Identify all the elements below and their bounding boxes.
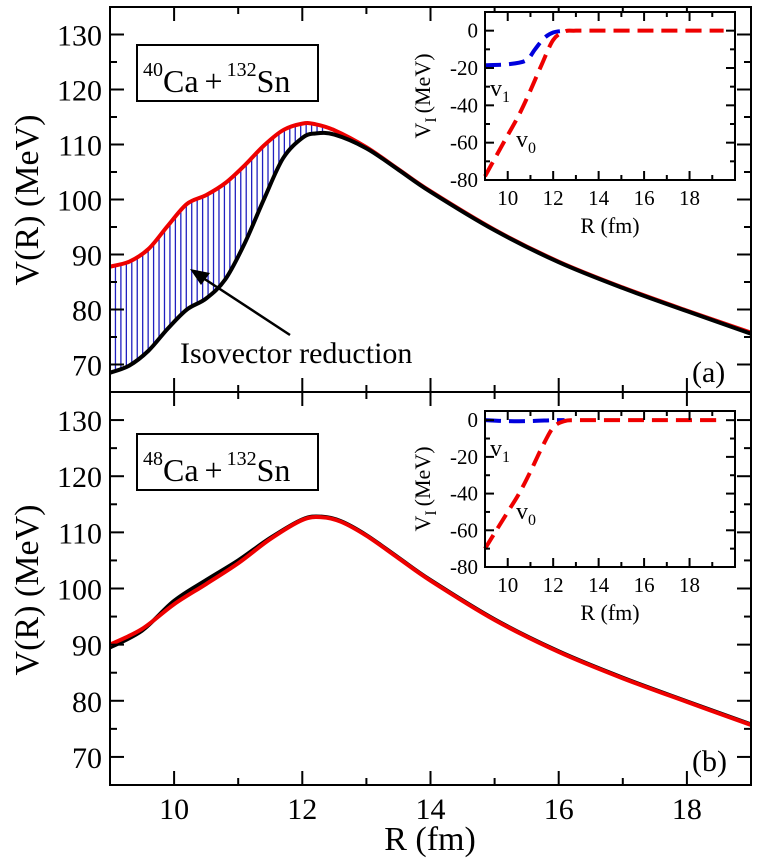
panel-b-xtick-label: 12 — [287, 793, 317, 826]
panel-b-inset-xtick-label: 10 — [497, 573, 518, 597]
panel-a-inset-xtick-label: 16 — [634, 186, 655, 210]
panel-a-inset-ytick-label: -80 — [450, 168, 478, 192]
panel-a-ytick-label: 70 — [72, 350, 102, 383]
panel-a-inset-xtick-label: 14 — [588, 186, 610, 210]
x-axis-label: R (fm) — [384, 821, 476, 858]
panel-b-inset-v1-line — [484, 418, 565, 424]
panel-b-inset-ticks: 0 -20 -40 -60 -80 10 12 14 16 18 — [450, 408, 736, 597]
panel-a-hatch-region — [109, 123, 324, 373]
panel-a-reaction-box — [136, 44, 319, 102]
panel-b-inset-label-v1: v1 — [490, 436, 510, 466]
panel-a-inset-ytick-label: -40 — [450, 93, 478, 117]
panel-b-reaction-label: 48Ca +132Sn — [143, 448, 290, 488]
panel-b-inset-ytick-label: -80 — [450, 555, 478, 579]
panel-a-ytick-label: 80 — [72, 295, 102, 328]
panel-b-ytick-label: 90 — [72, 630, 102, 663]
panel-a-inset-v1-line — [484, 28, 565, 68]
panel-b-ylabel: V(R) (MeV) — [9, 505, 46, 676]
panel-b-inset-ytick-label: 0 — [468, 408, 479, 432]
panel-b-label: (b) — [692, 745, 727, 778]
panel-a-inset-ylabel: VI(MeV) — [410, 53, 440, 138]
panel-b-inset-ylabel: VI(MeV) — [410, 446, 440, 531]
panel-a-ytick-label: 100 — [57, 185, 102, 218]
panel-b-inset-xlabel: R (fm) — [580, 600, 639, 625]
panel-a-inset: 0 -20 -40 -60 -80 10 12 14 16 18 R (fm) VI(MeV) v… — [410, 11, 736, 238]
panel-a-inset-ytick-label: -20 — [450, 56, 478, 80]
panel-b-inset-xtick-label: 16 — [634, 573, 655, 597]
panel-b-xtick-label: 16 — [544, 793, 574, 826]
panel-b-inset-ytick-label: -20 — [450, 445, 478, 469]
panel-a-inset-frame — [484, 11, 736, 181]
panel-a-inset-label-v0: v0 — [516, 127, 536, 157]
panel-b-inset-label-v0: v0 — [516, 499, 536, 529]
panel-a-ytick-label: 110 — [58, 130, 102, 163]
panel-b-ytick-label: 100 — [57, 574, 102, 607]
panel-b-ytick-label: 130 — [57, 405, 102, 438]
panel-b-xtick-label: 18 — [672, 793, 702, 826]
panel-b-xtick-label: 10 — [159, 793, 189, 826]
panel-b-ytick-label: 70 — [72, 742, 102, 775]
panel-b-ytick-label: 120 — [57, 461, 102, 494]
panel-b-inset-xtick-label: 18 — [679, 573, 700, 597]
panel-b-series-total-line — [109, 515, 752, 727]
panel-a-inset-ticks: 0 -20 -40 -60 -80 10 12 14 16 18 — [450, 11, 736, 210]
panel-a-series-isoscalar-line — [109, 130, 752, 375]
panel-a-inset-xtick-label: 12 — [543, 186, 564, 210]
panel-b-inset: 0 -20 -40 -60 -80 10 12 14 16 18 R (fm) VI(MeV) v… — [410, 408, 736, 625]
panel-a-inset-ytick-label: 0 — [468, 19, 479, 43]
panel-a-inset-xtick-label: 10 — [497, 186, 518, 210]
panel-b-inset-xtick-label: 12 — [543, 573, 564, 597]
panel-a-ylabel: V(R) (MeV) — [9, 115, 46, 286]
annotation-isovector-reduction: Isovector reduction — [180, 337, 412, 370]
panel-b-inset-ytick-label: -60 — [450, 518, 478, 542]
panel-a-ytick-label: 120 — [57, 75, 102, 108]
annotation-arrowhead — [190, 269, 210, 285]
panel-b-inset-ytick-label: -40 — [450, 482, 478, 506]
panel-b-ytick-label: 80 — [72, 686, 102, 719]
panel-a-label: (a) — [692, 356, 725, 389]
panel-a-inset-v0-line — [483, 28, 724, 178]
panel-b-inset-xtick-label: 14 — [588, 573, 610, 597]
panel-b-reaction-box — [136, 433, 319, 491]
panel-a-reaction-label: 40Ca +132Sn — [143, 59, 290, 99]
panel-a-ytick-label: 90 — [72, 240, 102, 273]
panel-b-inset-v0-line — [483, 418, 724, 550]
panel-a-inset-label-v1: v1 — [490, 76, 510, 106]
panel-a-ytick-label: 130 — [57, 20, 102, 53]
panel-a-inset-xlabel: R (fm) — [580, 213, 639, 238]
panel-b-inset-frame — [484, 410, 736, 568]
panel-a-inset-ytick-label: -60 — [450, 131, 478, 155]
panel-b-xtick-label: 14 — [416, 793, 446, 826]
panel-a-inset-xtick-label: 18 — [679, 186, 700, 210]
annotation-arrow — [199, 274, 291, 337]
panel-b-ytick-label: 110 — [58, 517, 102, 550]
